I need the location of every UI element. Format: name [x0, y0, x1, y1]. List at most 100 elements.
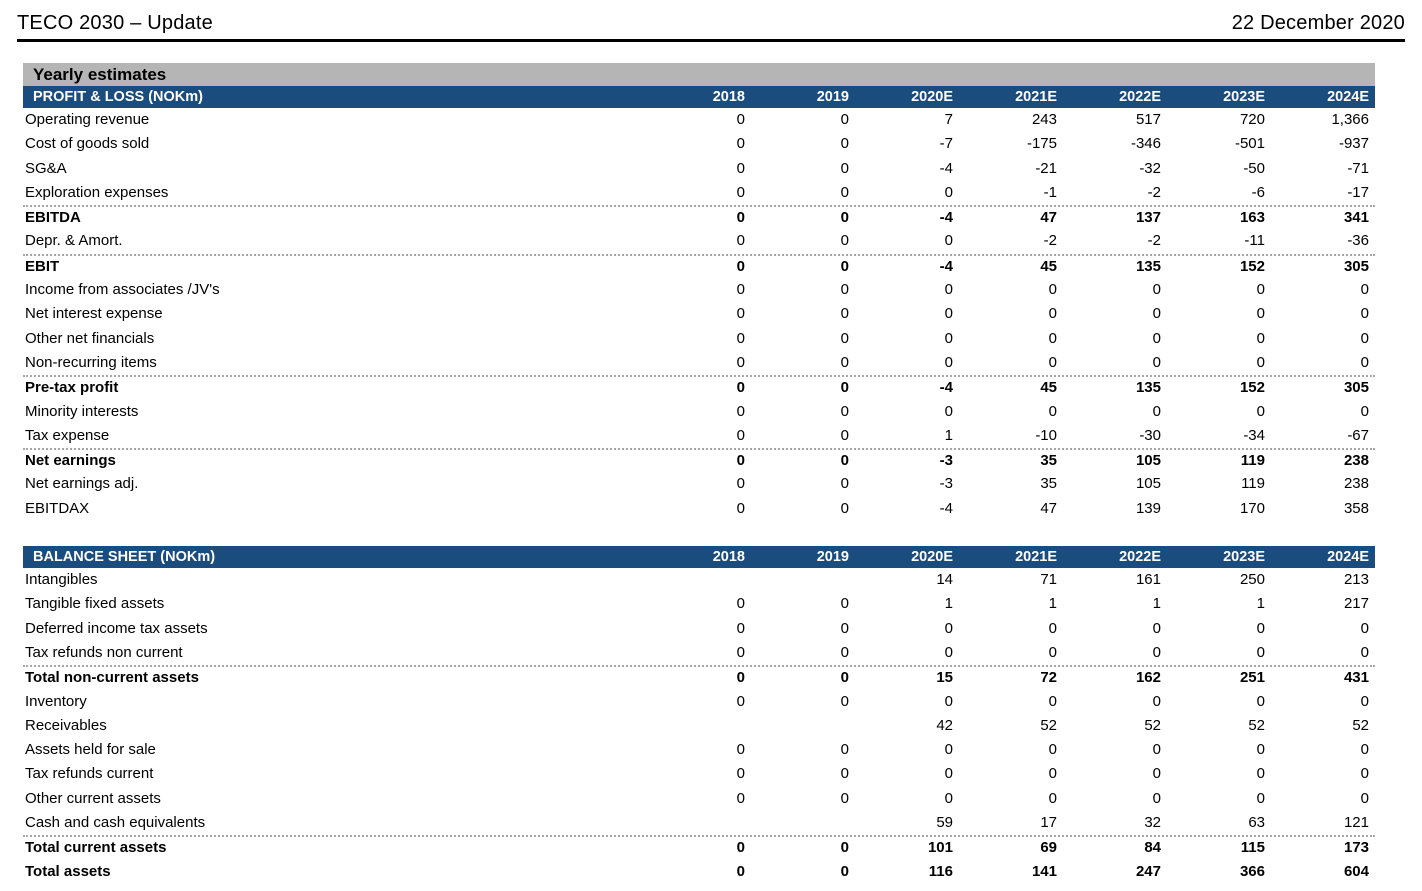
row-label: Receivables	[25, 716, 107, 734]
column-header: 2021E	[1015, 549, 1057, 566]
cell-value: 0	[840, 765, 849, 783]
cell-value: 45	[1040, 257, 1057, 275]
row-label: Cash and cash equivalents	[25, 814, 206, 832]
table-row: EBITDA 0 0 -4 47 137 163 341	[23, 205, 1375, 229]
page-title: TECO 2030 – Update	[17, 12, 213, 34]
row-label: Operating revenue	[25, 111, 150, 128]
cell-value: 1	[944, 595, 953, 613]
cell-value: 52	[1248, 716, 1265, 734]
cell-value: 0	[944, 692, 953, 710]
cell-value: -6	[1251, 183, 1265, 201]
table-row: Receivables 42 52 52 52 52	[23, 714, 1375, 738]
cell-value: 0	[944, 305, 953, 323]
table-row: Tax expense 0 0 1 -10 -30 -34 -67	[23, 424, 1375, 448]
cell-value: 0	[1360, 789, 1369, 807]
cell-value: 0	[736, 741, 745, 759]
cell-value: 0	[736, 789, 745, 807]
cell-value: 59	[936, 814, 953, 832]
cell-value: 0	[840, 426, 849, 444]
table-row: Minority interests 0 0 0 0 0 0 0	[23, 400, 1375, 424]
cell-value: 0	[736, 692, 745, 710]
table-row: Net earnings 0 0 -3 35 105 119 238	[23, 448, 1375, 472]
cell-value: 0	[1048, 692, 1057, 710]
cell-value: 47	[1040, 499, 1057, 517]
page-date: 22 December 2020	[1231, 12, 1405, 34]
table-row: Exploration expenses 0 0 0 -1 -2 -6 -17	[23, 181, 1375, 205]
cell-value: 0	[1048, 619, 1057, 637]
cell-value: -3	[939, 475, 953, 493]
cell-value: 0	[736, 209, 745, 227]
cell-value: 0	[944, 643, 953, 661]
cell-value	[751, 714, 855, 738]
row-label: Depr. & Amort.	[25, 232, 123, 250]
row-label: Net interest expense	[25, 305, 163, 323]
cell-value: 0	[840, 692, 849, 710]
cell-value: 0	[1152, 692, 1161, 710]
cell-value: 0	[1256, 329, 1265, 347]
column-header: 2018	[712, 549, 745, 566]
cell-value: -2	[1043, 232, 1057, 250]
row-label: Cost of goods sold	[25, 135, 150, 153]
cell-value: 69	[1040, 839, 1057, 857]
cell-value: 0	[736, 839, 745, 857]
cell-value: 0	[1360, 619, 1369, 637]
cell-value: 0	[736, 669, 745, 687]
cell-value: 0	[736, 111, 745, 128]
cell-value: 121	[1343, 814, 1369, 832]
cell-value: 0	[736, 452, 745, 470]
cell-value: 0	[944, 183, 953, 201]
cell-value: 0	[1256, 619, 1265, 637]
cell-value: 0	[736, 402, 745, 420]
row-label: SG&A	[25, 159, 67, 177]
cell-value: 17	[1040, 814, 1057, 832]
cell-value: 0	[840, 135, 849, 153]
cell-value: 0	[840, 643, 849, 661]
cell-value	[751, 568, 855, 592]
row-label: Tax refunds current	[25, 765, 154, 783]
cell-value: 162	[1135, 669, 1161, 687]
cell-value: 0	[944, 402, 953, 420]
table-row: Total non-current assets 0 0 15 72 162 251 431	[23, 665, 1375, 689]
section-title-bar: Yearly estimates	[23, 63, 1375, 86]
cell-value: 35	[1040, 475, 1057, 493]
cell-value: 1	[944, 426, 953, 444]
table-profit-loss: PROFIT & LOSS (NOKm) 2018 2019 2020E 2021E 20…	[23, 86, 1375, 521]
cell-value: 0	[1152, 765, 1161, 783]
cell-value: 247	[1135, 862, 1161, 880]
cell-value: 0	[1256, 643, 1265, 661]
cell-value: 52	[1352, 716, 1369, 734]
page-header: TECO 2030 – Update 22 December 2020	[17, 0, 1405, 42]
cell-value: 0	[1256, 789, 1265, 807]
cell-value: 135	[1135, 257, 1161, 275]
cell-value: 0	[1256, 281, 1265, 299]
cell-value: 0	[736, 183, 745, 201]
table-row: Tangible fixed assets 0 0 1 1 1 1 217	[23, 592, 1375, 616]
cell-value: 137	[1135, 209, 1161, 227]
cell-value: 0	[944, 765, 953, 783]
cell-value: 0	[840, 839, 849, 857]
cell-value: 0	[840, 789, 849, 807]
cell-value: 251	[1239, 669, 1265, 687]
cell-value: 0	[944, 329, 953, 347]
cell-value: 0	[1360, 402, 1369, 420]
cell-value: 0	[944, 353, 953, 371]
cell-value: -34	[1243, 426, 1265, 444]
table-row: Pre-tax profit 0 0 -4 45 135 152 305	[23, 375, 1375, 399]
cell-value: 135	[1135, 379, 1161, 397]
cell-value: 0	[944, 232, 953, 250]
cell-value: 0	[736, 379, 745, 397]
cell-value: 35	[1040, 452, 1057, 470]
cell-value: 0	[736, 305, 745, 323]
cell-value: -3	[939, 452, 953, 470]
table-row: Depr. & Amort. 0 0 0 -2 -2 -11 -36	[23, 229, 1375, 253]
cell-value: 358	[1343, 499, 1369, 517]
row-label: Net earnings adj.	[25, 475, 139, 493]
table-row: Assets held for sale 0 0 0 0 0 0 0	[23, 738, 1375, 762]
cell-value: 0	[1360, 643, 1369, 661]
cell-value: 431	[1343, 669, 1369, 687]
cell-value: -4	[939, 209, 953, 227]
cell-value: 305	[1343, 379, 1369, 397]
report-content: Yearly estimates PROFIT & LOSS (NOKm) 201…	[23, 63, 1375, 884]
table-row: Tax refunds current 0 0 0 0 0 0 0	[23, 762, 1375, 786]
row-label: Non-recurring items	[25, 353, 157, 371]
